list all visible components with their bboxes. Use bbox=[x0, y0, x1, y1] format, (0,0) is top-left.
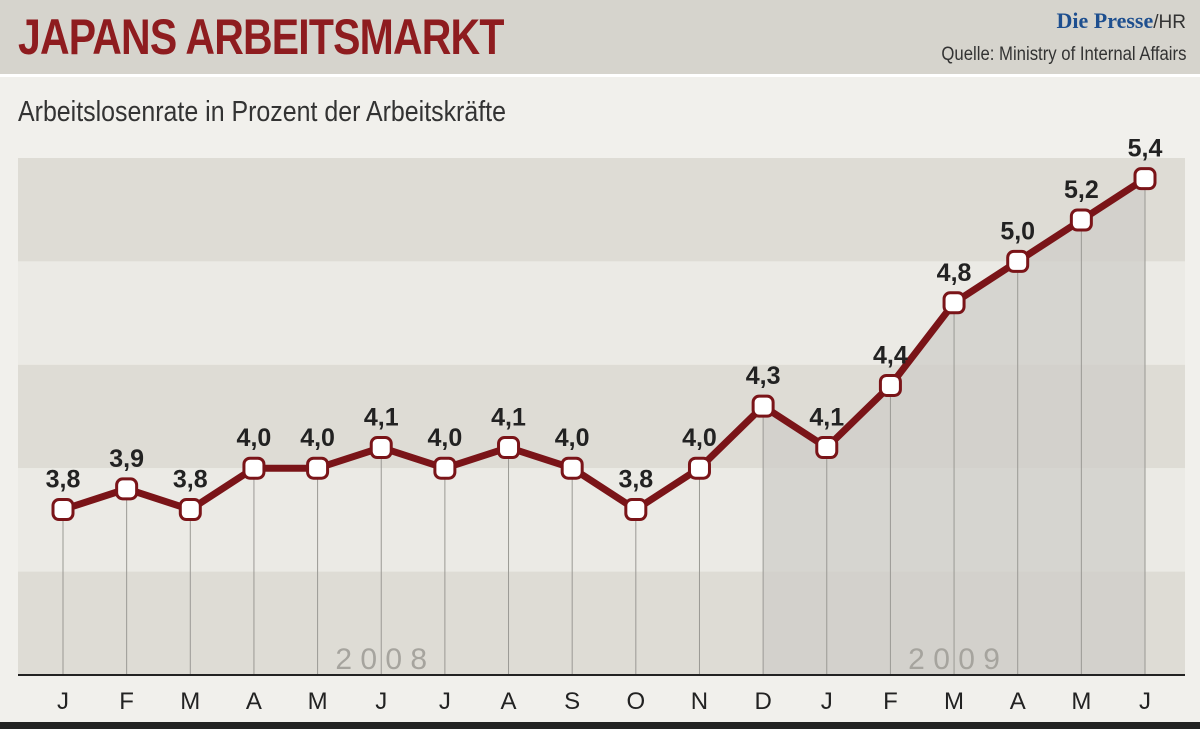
data-label: 4,1 bbox=[364, 404, 399, 432]
x-tick-label: J bbox=[439, 688, 451, 715]
data-point bbox=[560, 456, 584, 480]
x-tick-label: A bbox=[246, 688, 262, 715]
data-point bbox=[115, 477, 139, 501]
data-label: 3,8 bbox=[618, 466, 653, 494]
brand-logo: Die Presse bbox=[1056, 8, 1154, 33]
data-label: 4,0 bbox=[300, 424, 335, 452]
brand: Die Presse/HR bbox=[1057, 8, 1186, 34]
x-tick-label: M bbox=[944, 688, 964, 715]
x-tick-label: D bbox=[754, 688, 771, 715]
data-label: 3,8 bbox=[46, 466, 81, 494]
data-point bbox=[497, 436, 521, 460]
data-label: 4,1 bbox=[809, 404, 844, 432]
x-tick-label: S bbox=[564, 688, 580, 715]
data-label: 5,0 bbox=[1000, 217, 1035, 245]
chart-title: JAPANS ARBEITSMARKT bbox=[18, 9, 504, 65]
grid-band bbox=[18, 158, 1185, 262]
x-tick-label: A bbox=[501, 688, 517, 715]
data-point bbox=[815, 436, 839, 460]
x-tick-label: F bbox=[883, 688, 898, 715]
data-label: 4,4 bbox=[873, 341, 908, 369]
data-point bbox=[1133, 167, 1157, 191]
data-point bbox=[242, 456, 266, 480]
data-label: 4,3 bbox=[746, 362, 781, 390]
x-tick-label: O bbox=[626, 688, 645, 715]
data-point bbox=[624, 498, 648, 522]
x-tick-label: N bbox=[691, 688, 708, 715]
data-point bbox=[369, 436, 393, 460]
data-label: 4,0 bbox=[682, 424, 717, 452]
brand-suffix: /HR bbox=[1153, 12, 1186, 33]
x-tick-label: M bbox=[1071, 688, 1091, 715]
data-point bbox=[51, 498, 75, 522]
data-label: 4,8 bbox=[937, 259, 972, 287]
source-note: Quelle: Ministry of Internal Affairs bbox=[940, 44, 1186, 65]
x-tick-label: J bbox=[375, 688, 387, 715]
chart-subtitle: Arbeitslosenrate in Prozent der Arbeitsk… bbox=[18, 96, 506, 128]
data-point bbox=[1069, 208, 1093, 232]
year-label: 2 0 0 8 bbox=[335, 643, 427, 676]
header: JAPANS ARBEITSMARKT Die Presse/HR Quelle… bbox=[0, 0, 1200, 77]
data-label: 3,8 bbox=[173, 466, 208, 494]
data-point bbox=[178, 498, 202, 522]
data-label: 4,0 bbox=[427, 424, 462, 452]
data-label: 5,2 bbox=[1064, 176, 1099, 204]
data-point bbox=[942, 291, 966, 315]
x-tick-label: M bbox=[308, 688, 328, 715]
data-point bbox=[878, 373, 902, 397]
data-label: 4,0 bbox=[237, 424, 272, 452]
data-label: 3,9 bbox=[109, 445, 144, 473]
x-tick-label: A bbox=[1010, 688, 1026, 715]
data-label: 4,1 bbox=[491, 404, 526, 432]
data-label: 4,0 bbox=[555, 424, 590, 452]
data-point bbox=[306, 456, 330, 480]
data-point bbox=[1006, 249, 1030, 273]
data-label: 5,4 bbox=[1128, 135, 1163, 163]
x-tick-label: J bbox=[821, 688, 833, 715]
x-tick-label: F bbox=[119, 688, 134, 715]
data-point bbox=[751, 394, 775, 418]
data-point bbox=[687, 456, 711, 480]
x-tick-label: J bbox=[57, 688, 69, 715]
year-label: 2 0 0 9 bbox=[908, 643, 1000, 676]
data-point bbox=[433, 456, 457, 480]
x-tick-label: J bbox=[1139, 688, 1151, 715]
bottom-bar bbox=[0, 722, 1200, 729]
x-tick-label: M bbox=[180, 688, 200, 715]
